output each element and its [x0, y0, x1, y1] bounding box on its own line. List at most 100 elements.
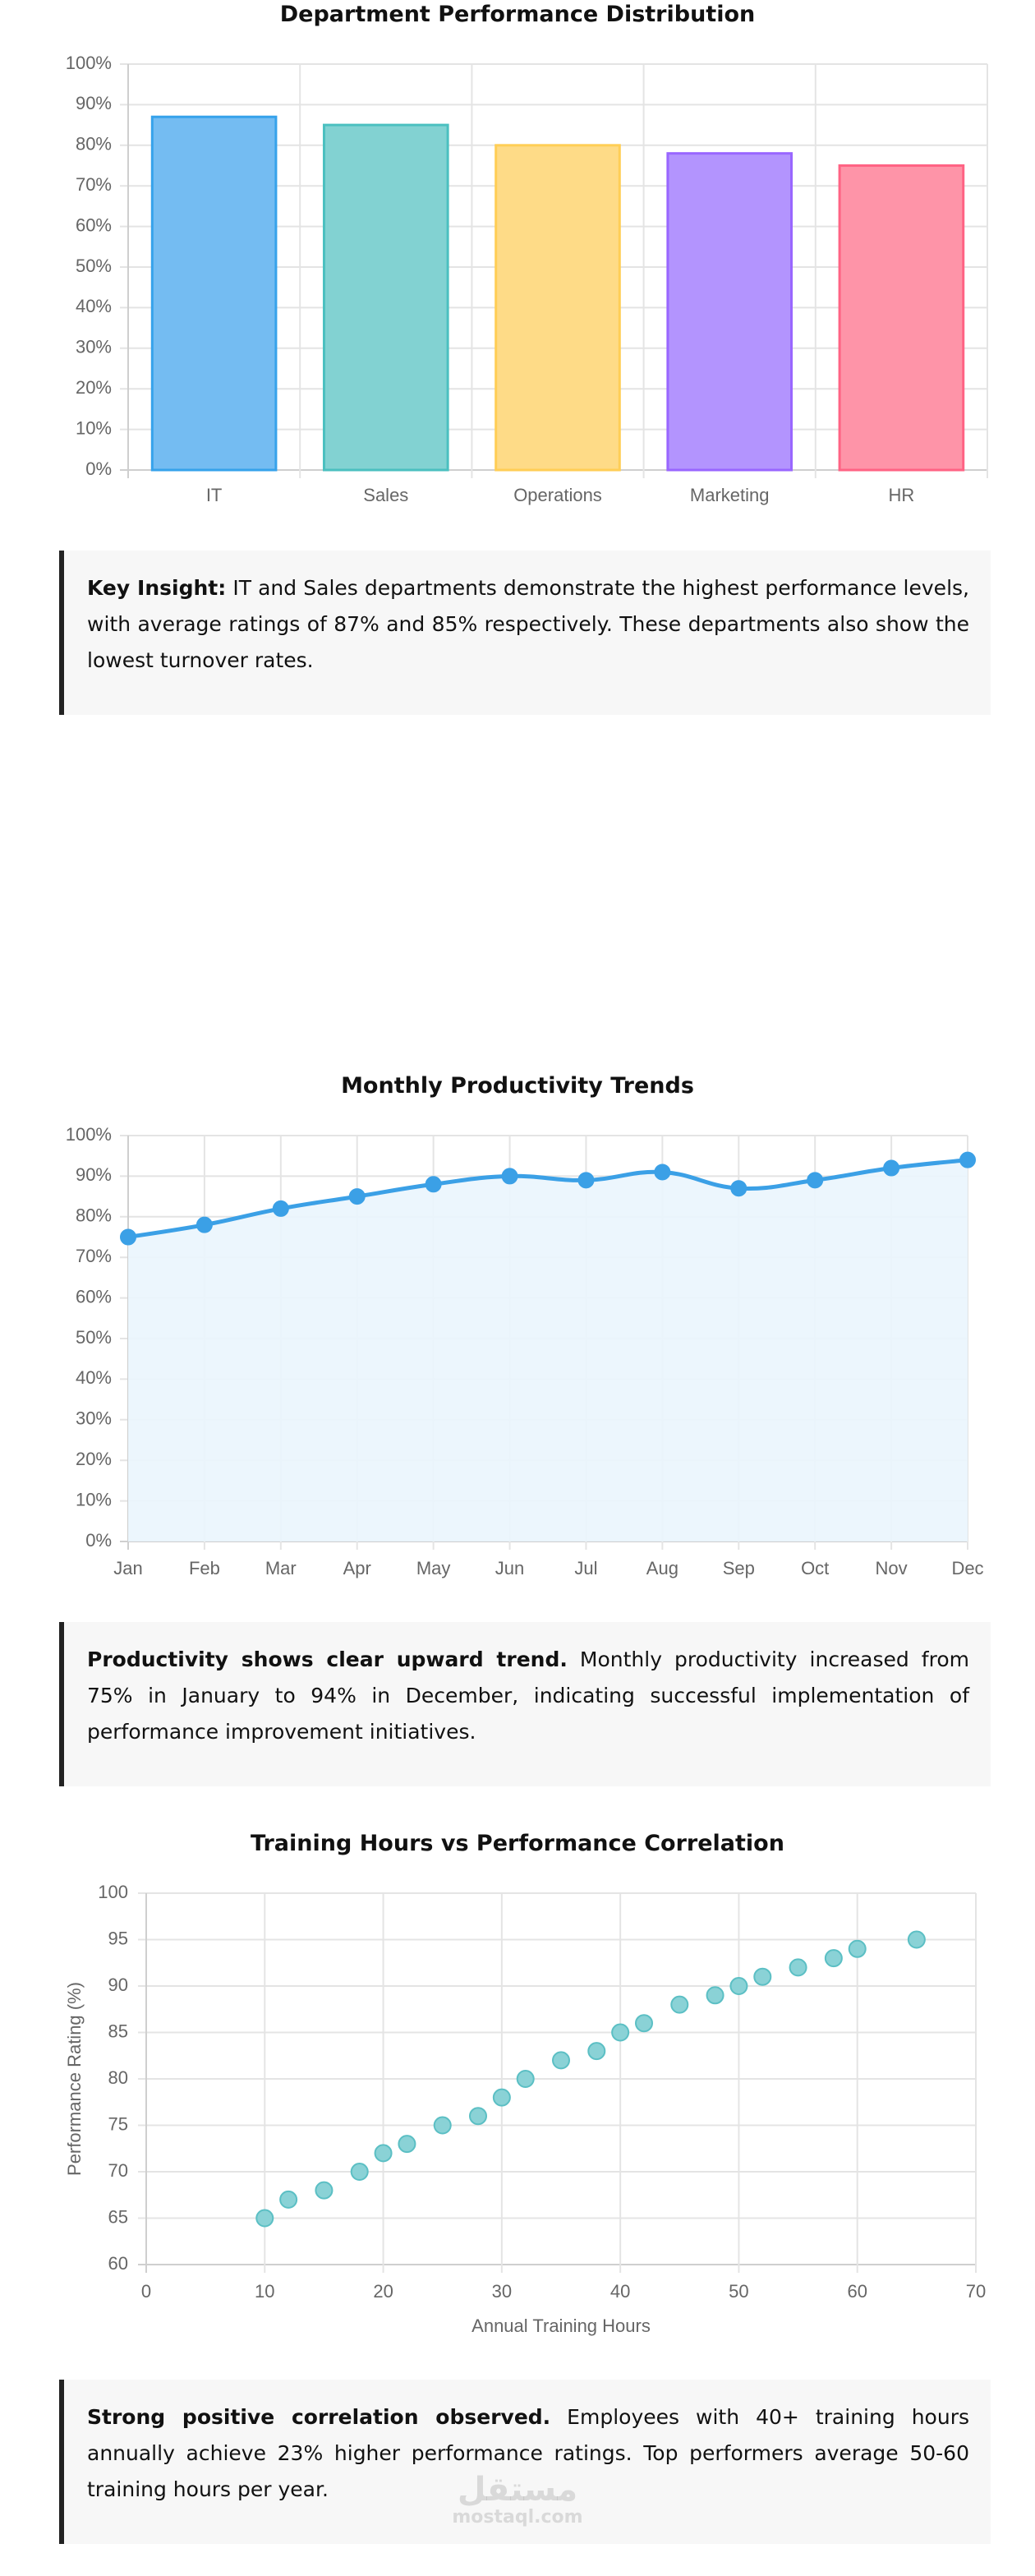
x-tick-label: Jul	[574, 1558, 597, 1578]
data-point-mar	[272, 1200, 289, 1217]
y-tick-label: 60	[108, 2253, 128, 2274]
training-insight-bold: Strong positive correlation observed.	[87, 2405, 551, 2429]
x-tick-label: HR	[889, 485, 915, 505]
monthly-productivity-line-chart: 0% 10% 20% 30% 40% 50% 60% 70% 80% 90% 100% Jan Feb M…	[66, 1124, 984, 1578]
y-tick-label: 85	[108, 2021, 128, 2041]
scatter-point	[611, 2023, 630, 2042]
y-tick-label: 20%	[76, 1449, 112, 1469]
productivity-area-fill	[128, 1159, 968, 1541]
y-tick-label: 60%	[76, 214, 112, 235]
x-tick-label: 20	[373, 2281, 393, 2302]
y-tick-label: 20%	[76, 377, 112, 398]
scatter-point	[907, 1930, 926, 1949]
bar-operations	[494, 144, 621, 472]
scatter-point	[279, 2190, 298, 2209]
training-performance-scatter-chart: 60 65 70 75 80 85 90 95 100 0 10 20 30 40 50 60 70 Annual…	[64, 1882, 986, 2336]
scatter-point	[398, 2135, 416, 2154]
y-tick-label: 80	[108, 2067, 128, 2088]
y-tick-label: 40%	[76, 296, 112, 316]
y-tick-label: 70%	[76, 1246, 112, 1266]
y-tick-label: 80%	[76, 1205, 112, 1226]
scatter-point	[753, 1967, 772, 1986]
x-tick-label: Apr	[343, 1558, 371, 1578]
x-tick-label: 30	[492, 2281, 512, 2302]
monthly-chart-title: Monthly Productivity Trends	[341, 1073, 694, 1099]
x-tick-label: 60	[847, 2281, 867, 2302]
scatter-point	[706, 1986, 724, 2005]
data-point-feb	[196, 1216, 213, 1233]
y-tick-label: 50%	[76, 1327, 112, 1348]
scatter-point	[350, 2163, 369, 2181]
x-tick-label: Marketing	[690, 485, 770, 505]
data-point-may	[425, 1176, 442, 1193]
x-tick-label: 40	[610, 2281, 630, 2302]
dept-insight-bold: Key Insight:	[87, 576, 227, 600]
bar-sales	[322, 123, 449, 472]
scatter-point	[516, 2070, 535, 2088]
scatter-point	[492, 2088, 511, 2107]
y-tick-label: 90%	[76, 1164, 112, 1185]
y-tick-label: 0%	[85, 459, 112, 479]
x-tick-label: May	[416, 1558, 451, 1578]
x-tick-label: Jun	[495, 1558, 524, 1578]
y-tick-label: 90%	[76, 93, 112, 113]
data-point-apr	[348, 1188, 366, 1205]
x-tick-label: IT	[206, 485, 223, 505]
x-tick-label: Sep	[723, 1558, 755, 1578]
dept-insight-text: IT and Sales departments demonstrate the…	[87, 576, 969, 672]
scatter-point	[469, 2107, 487, 2126]
scatter-point	[848, 1939, 867, 1958]
scatter-point	[374, 2144, 393, 2163]
data-point-nov	[883, 1159, 900, 1177]
y-tick-label: 10%	[76, 417, 112, 438]
y-tick-label: 0%	[85, 1530, 112, 1551]
productivity-line	[127, 1158, 968, 1239]
scatter-point	[635, 2014, 653, 2033]
x-tick-label: Operations	[513, 485, 602, 505]
monthly-insight-bold: Productivity shows clear upward trend.	[87, 1647, 568, 1671]
data-point-dec	[959, 1151, 976, 1168]
scatter-point	[255, 2209, 274, 2228]
data-point-sep	[730, 1180, 748, 1197]
data-point-oct	[807, 1172, 824, 1189]
x-tick-label: Mar	[265, 1558, 297, 1578]
x-tick-label: 70	[966, 2281, 986, 2302]
y-tick-label: 100%	[66, 1124, 112, 1145]
y-tick-label: 100	[98, 1882, 128, 1902]
data-point-jul	[577, 1172, 595, 1189]
x-tick-label: Dec	[951, 1558, 983, 1578]
scatter-point	[729, 1977, 748, 1995]
bar-marketing	[666, 152, 794, 472]
x-tick-label: Jan	[113, 1558, 142, 1578]
dept-performance-bar-chart: 0% 10% 20% 30% 40% 50% 60% 70% 80% 90% 100% IT Sales…	[66, 53, 988, 505]
x-tick-label: 50	[729, 2281, 748, 2302]
y-tick-label: 10%	[76, 1489, 112, 1509]
data-point-jun	[501, 1168, 518, 1185]
x-tick-label: Feb	[189, 1558, 220, 1578]
dept-insight-box: Key Insight: IT and Sales departments de…	[59, 551, 991, 715]
monthly-insight-box: Productivity shows clear upward trend. M…	[59, 1622, 991, 1786]
scatter-point	[433, 2116, 452, 2135]
scatter-point	[670, 1995, 689, 2014]
training-insight-text: Employees with 40+ training hours annual…	[87, 2405, 969, 2501]
y-tick-label: 40%	[76, 1367, 112, 1388]
y-tick-label: 30%	[76, 337, 112, 357]
monthly-insight-text: Monthly productivity increased from 75% …	[87, 1647, 969, 1744]
scatter-point	[315, 2181, 334, 2200]
x-axis-title: Annual Training Hours	[472, 2316, 651, 2336]
bar-it	[150, 115, 278, 472]
y-axis-title: Performance Rating (%)	[64, 1982, 85, 2176]
scatter-point	[789, 1958, 807, 1977]
training-insight-box: Strong positive correlation observed. Em…	[59, 2380, 991, 2544]
bar-hr	[838, 164, 965, 472]
dept-chart-title: Department Performance Distribution	[279, 2, 756, 27]
scatter-point	[587, 2042, 606, 2061]
y-tick-label: 30%	[76, 1408, 112, 1429]
y-tick-label: 50%	[76, 256, 112, 276]
data-point-jan	[120, 1228, 136, 1246]
scatter-point	[552, 2051, 570, 2070]
x-tick-label: Oct	[801, 1558, 829, 1578]
x-tick-label: Aug	[646, 1558, 678, 1578]
watermark-arabic: مستقل	[457, 2471, 578, 2509]
training-chart-title: Training Hours vs Performance Correlatio…	[251, 1831, 784, 1856]
